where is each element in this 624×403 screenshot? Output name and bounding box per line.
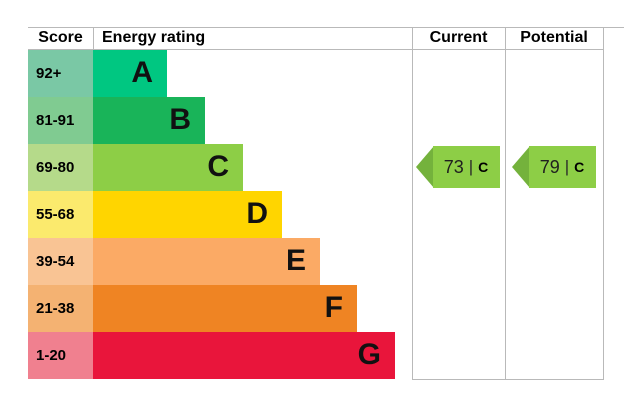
band-bar: E xyxy=(93,238,320,285)
band-row: 39-54 E xyxy=(28,238,603,285)
separator: | xyxy=(468,157,474,176)
table-right-border xyxy=(603,27,604,380)
current-header: Current xyxy=(429,29,488,46)
potential-band-letter: C xyxy=(574,159,585,175)
band-letter: B xyxy=(169,103,192,136)
band-bar: D xyxy=(93,191,282,238)
current-arrow-shape xyxy=(416,146,500,188)
band-score-range: 21-38 xyxy=(28,285,93,332)
potential-rating-arrow: 79 | C xyxy=(512,146,596,188)
current-rating-arrow: 73 | C xyxy=(416,146,500,188)
band-letter: F xyxy=(324,291,344,324)
potential-column-divider xyxy=(505,27,506,380)
band-score-range: 69-80 xyxy=(28,144,93,191)
band-row: 69-80 C xyxy=(28,144,603,191)
current-column-divider xyxy=(412,27,413,380)
current-band-letter: C xyxy=(478,159,489,175)
band-row: 21-38 F xyxy=(28,285,603,332)
header-bottom-border xyxy=(28,49,603,50)
rating-header: Energy rating xyxy=(102,29,206,46)
band-bar: F xyxy=(93,285,357,332)
arrow-body xyxy=(433,146,500,188)
band-score-range: 92+ xyxy=(28,50,93,97)
band-score-range: 55-68 xyxy=(28,191,93,238)
separator: | xyxy=(564,157,570,176)
arrow-tip xyxy=(512,146,530,188)
band-score-range: 1-20 xyxy=(28,332,93,379)
score-header: Score xyxy=(38,29,83,46)
band-bar: A xyxy=(93,50,167,97)
band-bar: C xyxy=(93,144,243,191)
band-letter: A xyxy=(131,56,154,89)
band-score-range: 39-54 xyxy=(28,238,93,285)
band-letter: C xyxy=(207,150,230,183)
current-arrow-text: 73 | C xyxy=(432,146,500,188)
table-top-border xyxy=(28,27,624,28)
band-letter: E xyxy=(285,244,307,277)
score-column-divider xyxy=(93,27,94,50)
band-bar: B xyxy=(93,97,205,144)
band-row: 1-20 G xyxy=(28,332,603,379)
potential-arrow-text: 79 | C xyxy=(528,146,596,188)
band-row: 55-68 D xyxy=(28,191,603,238)
band-row: 81-91 B xyxy=(28,97,603,144)
arrow-body xyxy=(529,146,596,188)
band-bar: G xyxy=(93,332,395,379)
table-bottom-border xyxy=(412,379,604,380)
band-row: 92+ A xyxy=(28,50,603,97)
potential-arrow-shape xyxy=(512,146,596,188)
band-letter: G xyxy=(357,338,382,371)
band-score-range: 81-91 xyxy=(28,97,93,144)
arrow-tip xyxy=(416,146,434,188)
current-score-value: 73 xyxy=(443,156,464,177)
epc-rating-chart: Score Energy rating Current Potential 92… xyxy=(28,27,624,380)
potential-header: Potential xyxy=(520,29,588,46)
potential-score-value: 79 xyxy=(539,156,560,177)
band-letter: D xyxy=(246,197,269,230)
